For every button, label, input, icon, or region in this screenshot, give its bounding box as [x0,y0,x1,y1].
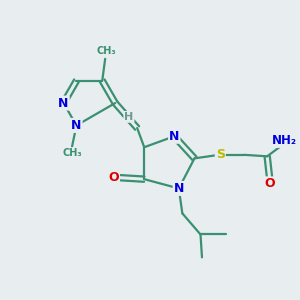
Text: O: O [264,177,275,190]
Text: CH₃: CH₃ [97,46,116,56]
Text: O: O [108,171,119,184]
Text: N: N [71,119,82,132]
Text: N: N [174,182,184,195]
Text: NH₂: NH₂ [272,134,297,147]
Text: H: H [124,112,134,122]
Text: CH₃: CH₃ [62,148,82,158]
Text: S: S [216,148,225,161]
Text: N: N [58,97,69,110]
Text: N: N [169,130,179,143]
